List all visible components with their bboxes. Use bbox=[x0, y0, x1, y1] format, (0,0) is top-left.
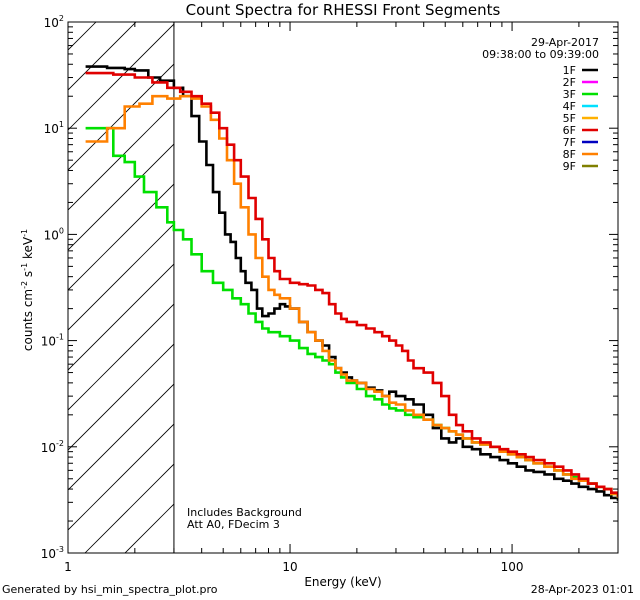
shaded-background-region bbox=[68, 22, 175, 553]
y-tick-exponent: -3 bbox=[56, 545, 64, 554]
x-tick-label: 1 bbox=[64, 560, 72, 574]
hatch-line bbox=[68, 303, 174, 411]
y-tick-label: 10-2 bbox=[41, 439, 64, 455]
y-tick-label: 100 bbox=[44, 226, 64, 242]
series-layer bbox=[85, 65, 618, 501]
y-tick-label: 10-1 bbox=[41, 333, 64, 349]
y-axis-label: counts cm-2 s-1 keV-1 bbox=[20, 229, 35, 351]
y-axis-label-exp2: -1 bbox=[20, 263, 29, 271]
legend-label-4F: 4F bbox=[563, 100, 576, 113]
y-tick-mantissa: 10 bbox=[41, 441, 56, 455]
legend-label-9F: 9F bbox=[563, 160, 576, 173]
annotation-attenuator: Att A0, FDecim 3 bbox=[187, 518, 280, 531]
hatch-line bbox=[68, 143, 174, 251]
series-line-8F bbox=[85, 94, 618, 498]
hatch-line bbox=[68, 423, 174, 531]
hatch-line bbox=[68, 22, 97, 51]
hatch-line bbox=[68, 183, 174, 291]
hatch-line bbox=[68, 22, 137, 91]
y-tick-mantissa: 10 bbox=[44, 16, 59, 30]
legend-label-1F: 1F bbox=[563, 64, 576, 77]
legend-label-6F: 6F bbox=[563, 124, 576, 137]
x-axis-label: Energy (keV) bbox=[304, 575, 381, 589]
y-tick-exponent: -2 bbox=[56, 439, 64, 448]
legend-label-7F: 7F bbox=[563, 136, 576, 149]
header-date: 29-Apr-2017 bbox=[531, 36, 599, 49]
hatch-line bbox=[68, 63, 174, 171]
y-tick-label: 101 bbox=[44, 120, 64, 136]
hatch-line bbox=[84, 463, 174, 553]
legend-label-8F: 8F bbox=[563, 148, 576, 161]
hatch-line bbox=[68, 263, 174, 371]
hatch-lines bbox=[68, 22, 174, 553]
plot-frame bbox=[67, 21, 619, 554]
y-tick-mantissa: 10 bbox=[41, 547, 56, 561]
y-tick-exponent: 0 bbox=[59, 226, 64, 235]
footer-timestamp: 28-Apr-2023 01:01 bbox=[530, 583, 634, 596]
y-tick-exponent: 1 bbox=[59, 120, 64, 129]
hatch-line bbox=[124, 503, 174, 553]
y-tick-mantissa: 10 bbox=[44, 228, 59, 242]
hatch-line bbox=[68, 223, 174, 331]
series-line-6F bbox=[85, 71, 618, 497]
legend-label-3F: 3F bbox=[563, 88, 576, 101]
y-tick-exponent: 2 bbox=[59, 14, 64, 23]
y-axis-label-exp3: -1 bbox=[20, 229, 29, 237]
y-tick-label: 102 bbox=[44, 14, 64, 30]
hatch-line bbox=[68, 383, 174, 491]
hatch-line bbox=[68, 343, 174, 451]
y-tick-mantissa: 10 bbox=[44, 122, 59, 136]
x-tick-label: 100 bbox=[501, 560, 524, 574]
legend-label-5F: 5F bbox=[563, 112, 576, 125]
y-axis-label-counts: counts cm bbox=[21, 289, 35, 351]
series-line-1F bbox=[85, 65, 618, 501]
legend-label-2F: 2F bbox=[563, 76, 576, 89]
y-axis-label-kev: keV bbox=[21, 236, 35, 263]
y-tick-exponent: -1 bbox=[56, 333, 64, 342]
footer-generated-by: Generated by hsi_min_spectra_plot.pro bbox=[2, 583, 218, 596]
chart-title: Count Spectra for RHESSI Front Segments bbox=[186, 1, 501, 19]
annotation-background: Includes Background bbox=[187, 506, 302, 519]
header-time-range: 09:38:00 to 09:39:00 bbox=[482, 48, 599, 61]
hatch-line bbox=[68, 23, 174, 131]
y-axis-label-exp1: -2 bbox=[20, 281, 29, 289]
y-axis-label-s: s bbox=[21, 271, 35, 281]
x-tick-label: 10 bbox=[282, 560, 297, 574]
y-tick-mantissa: 10 bbox=[41, 335, 56, 349]
y-tick-label: 10-3 bbox=[41, 545, 64, 561]
